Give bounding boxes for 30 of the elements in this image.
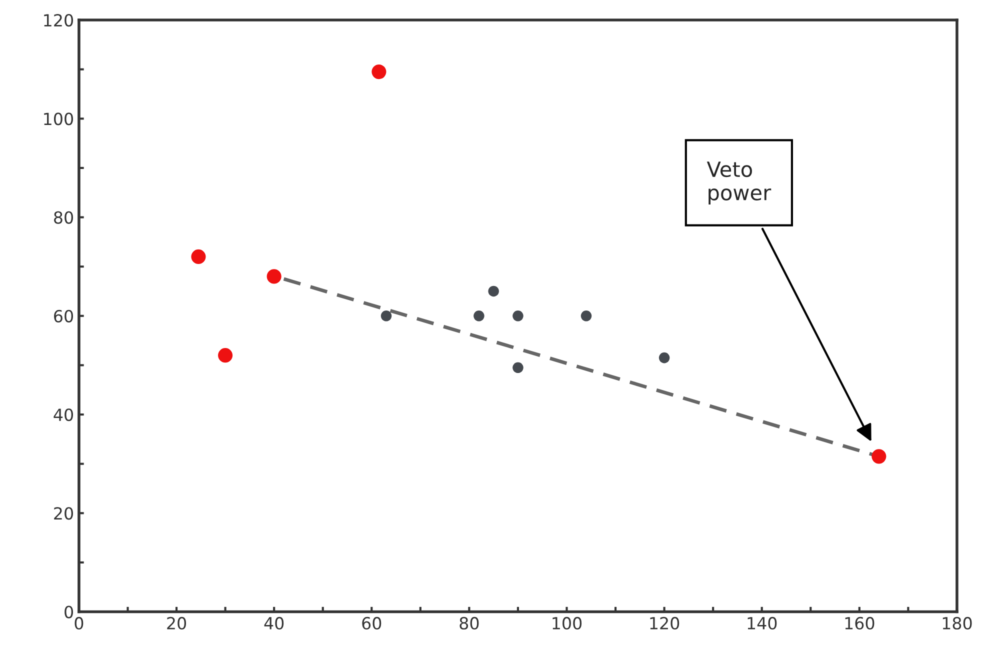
- y-tick-label: 60: [54, 310, 73, 322]
- point: [191, 249, 206, 264]
- point: [218, 348, 233, 363]
- y-tick-label: 120: [44, 14, 73, 27]
- annotation: Veto power: [706, 162, 772, 204]
- point: [658, 352, 670, 364]
- x-tick-label: 140: [748, 616, 777, 630]
- x-tick-label: 0: [74, 616, 84, 630]
- point: [380, 310, 392, 322]
- point: [512, 310, 524, 322]
- point: [266, 269, 282, 284]
- point: [872, 449, 886, 464]
- x-tick-label: 120: [650, 616, 680, 630]
- point: [512, 362, 524, 374]
- point: [580, 310, 592, 322]
- point: [488, 286, 499, 297]
- x-tick-label: 20: [167, 616, 186, 630]
- point: [474, 310, 484, 322]
- x-tick-label: 40: [264, 616, 284, 630]
- x-tick-label: 160: [845, 616, 874, 630]
- x-tick-label: 60: [362, 616, 382, 630]
- y-tick-label: 100: [44, 112, 73, 126]
- y-tick-label: 80: [54, 211, 73, 224]
- y-tick-label: 20: [54, 507, 73, 520]
- x-tick-label: 180: [942, 616, 972, 630]
- x-tick-label: 80: [460, 616, 479, 630]
- y-tick-label: 40: [54, 408, 73, 422]
- y-tick-label: 0: [64, 606, 74, 618]
- x-tick-label: 100: [552, 616, 582, 630]
- point: [372, 64, 386, 80]
